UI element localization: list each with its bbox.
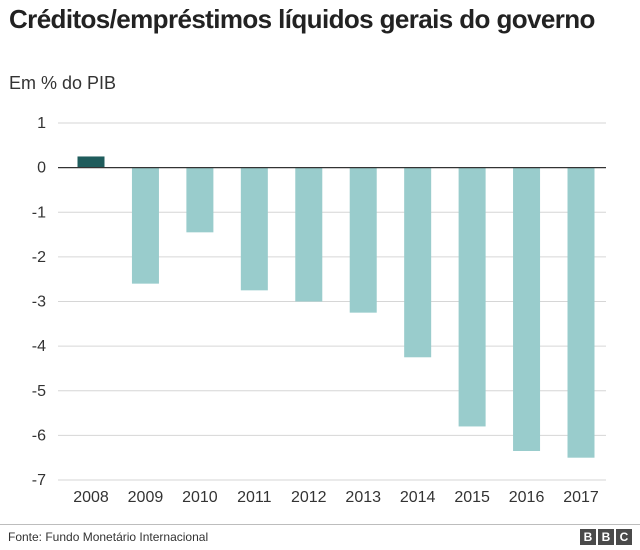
bar-2014 xyxy=(404,167,432,358)
x-tick-label: 2015 xyxy=(454,489,490,506)
y-tick-label: 0 xyxy=(37,160,46,177)
x-axis-tick-labels: 2008 2009 2010 2011 2012 2013 2014 2015 2016 2017 xyxy=(73,489,599,506)
bar-2008 xyxy=(77,156,105,168)
bar-2015 xyxy=(458,167,486,427)
y-tick-label: -7 xyxy=(32,472,46,489)
x-tick-label: 2009 xyxy=(128,489,164,506)
x-tick-label: 2008 xyxy=(73,489,109,506)
bar-2017 xyxy=(567,167,595,458)
footer-divider xyxy=(0,524,640,525)
chart-subtitle: Em % do PIB xyxy=(9,73,117,93)
bar-2016 xyxy=(513,167,541,451)
y-tick-label: -6 xyxy=(32,427,46,444)
bar-2013 xyxy=(349,167,377,313)
bar-chart: 1 0 -1 -2 -3 -4 -5 -6 -7 2008 2009 2010 2011 2012 201… xyxy=(32,115,606,506)
y-tick-label: -3 xyxy=(32,294,46,311)
y-tick-label: 1 xyxy=(37,115,46,132)
x-tick-label: 2011 xyxy=(237,489,272,506)
y-axis-tick-labels: 1 0 -1 -2 -3 -4 -5 -6 -7 xyxy=(32,115,46,489)
x-tick-label: 2012 xyxy=(291,489,327,506)
source-note: Fonte: Fundo Monetário Internacional xyxy=(8,530,209,544)
y-tick-label: -5 xyxy=(32,383,46,400)
y-tick-label: -2 xyxy=(32,249,46,266)
y-tick-label: -1 xyxy=(32,204,46,221)
bar-2012 xyxy=(295,167,323,302)
bbc-logo-letter: C xyxy=(616,529,632,545)
bbc-logo: B B C xyxy=(580,529,632,545)
bar-2011 xyxy=(240,167,268,291)
bar-2009 xyxy=(131,167,159,284)
y-tick-label: -4 xyxy=(32,338,46,355)
bar-2010 xyxy=(186,167,214,233)
x-tick-label: 2010 xyxy=(182,489,218,506)
bars xyxy=(77,156,595,458)
x-tick-label: 2014 xyxy=(400,489,436,506)
x-tick-label: 2013 xyxy=(345,489,381,506)
chart-title: Créditos/empréstimos líquidos gerais do … xyxy=(9,4,595,34)
x-tick-label: 2016 xyxy=(509,489,545,506)
bbc-logo-letter: B xyxy=(580,529,596,545)
x-tick-label: 2017 xyxy=(563,489,599,506)
bbc-logo-letter: B xyxy=(598,529,614,545)
